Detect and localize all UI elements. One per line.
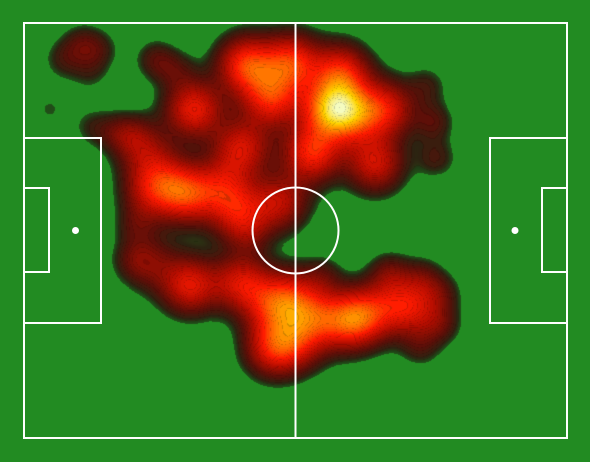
pitch-markings bbox=[23, 22, 568, 439]
centre-circle bbox=[251, 186, 340, 275]
left-six-yard-box bbox=[23, 187, 50, 273]
right-six-yard-box bbox=[541, 187, 568, 273]
left-penalty-spot bbox=[72, 227, 79, 234]
right-penalty-spot bbox=[511, 227, 519, 234]
